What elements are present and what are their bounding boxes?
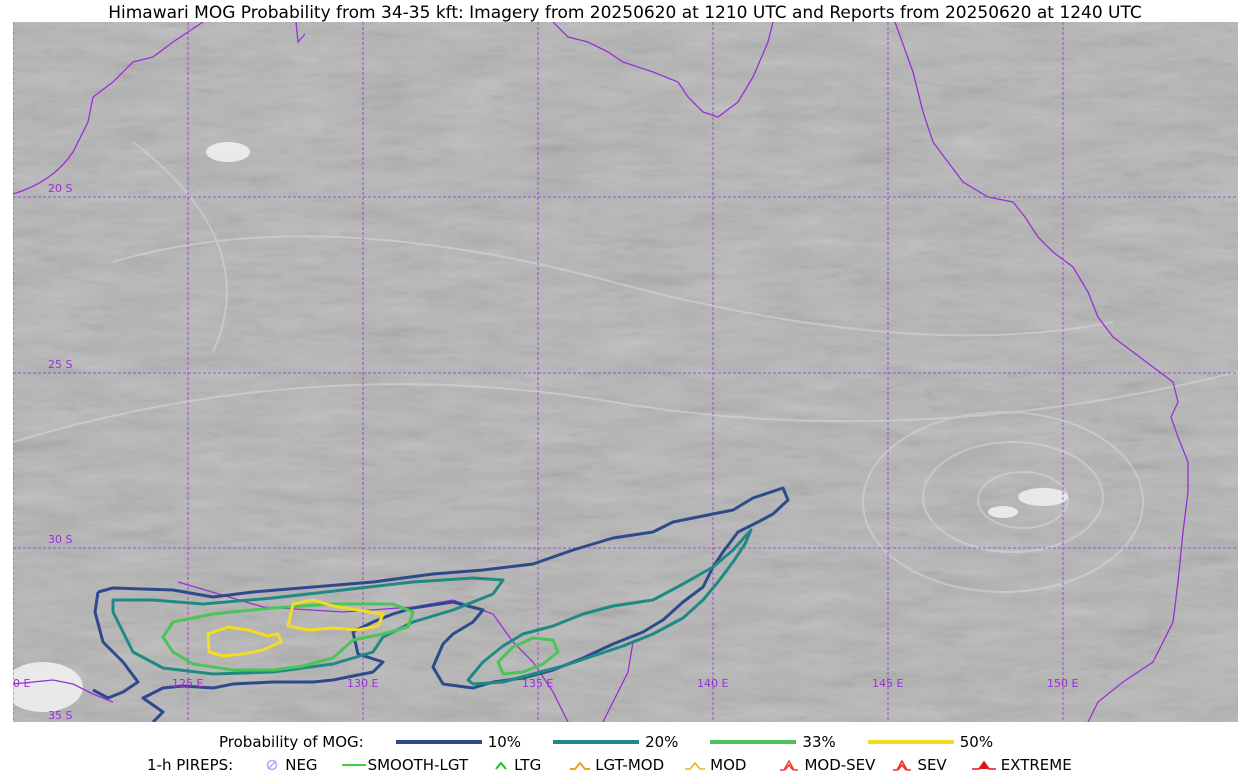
lon-label-135e: 135 E (522, 677, 554, 690)
neg-icon (266, 759, 278, 771)
lat-label-20s: 20 S (48, 182, 73, 195)
probability-legend: Probability of MOG: 10% 20% 33% 50% (219, 733, 993, 751)
lat-label-30s: 30 S (48, 533, 73, 546)
legend-label-10: 10% (487, 733, 522, 751)
legend-swatch-50 (867, 740, 954, 744)
legend-item-20: 20% (553, 733, 678, 751)
legend-item-50: 50% (867, 733, 994, 751)
probability-legend-title: Probability of MOG: (219, 733, 364, 751)
legend-label-33: 33% (802, 733, 836, 751)
contour-20-percent (111, 576, 505, 676)
lon-label-150e: 150 E (1047, 677, 1079, 690)
contour-33-percent (161, 602, 415, 672)
legend-item-lgt-mod: LGT-MOD (569, 756, 664, 774)
legend-item-ltg: LTG (492, 756, 541, 774)
satellite-map: 20 S 25 S 30 S 35 S 120 E 125 E 130 E 13… (13, 22, 1238, 722)
legend-item-33: 33% (710, 733, 836, 751)
graticule (13, 22, 1238, 722)
lon-label-145e: 145 E (872, 677, 904, 690)
contour-10-percent (92, 486, 790, 722)
pirep-legend: 1-h PIREPS: NEG SMOOTH-LGT LTG LGT-MOD M… (147, 756, 1072, 774)
legend-label-extreme: EXTREME (1000, 756, 1072, 774)
lgt-mod-chevron-icon (570, 761, 591, 770)
mog-contours (92, 486, 790, 722)
lon-label-130e: 130 E (347, 677, 379, 690)
contour-50-percent-north (286, 598, 385, 632)
legend-item-10: 10% (395, 733, 522, 751)
lat-label-25s: 25 S (48, 358, 73, 371)
legend-label-neg: NEG (285, 756, 318, 774)
legend-label-sev: SEV (917, 756, 947, 774)
bright-cloud-patches (13, 142, 1068, 712)
sev-chevron-icon (893, 759, 912, 771)
mod-chevron-icon (685, 761, 706, 770)
map-graphic (13, 22, 1238, 722)
legend-item-smooth-lgt: SMOOTH-LGT (341, 756, 469, 774)
mod-sev-chevron-icon (780, 759, 799, 771)
contour-33-percent-east (496, 636, 560, 676)
legend-item-neg: NEG (263, 756, 318, 774)
lon-label-140e: 140 E (697, 677, 729, 690)
extreme-chevron-icon (971, 760, 996, 770)
lat-label-35s: 35 S (48, 709, 73, 722)
legend-label-mod-sev: MOD-SEV (804, 756, 876, 774)
legend-swatch-20 (553, 740, 640, 744)
legend-label-mod: MOD (710, 756, 747, 774)
smooth-lgt-line-icon (341, 764, 366, 766)
legend-item-mod-sev: MOD-SEV (778, 756, 875, 774)
legend-label-50: 50% (959, 733, 994, 751)
legend-item-mod: MOD (684, 756, 746, 774)
legend-label-smooth-lgt: SMOOTH-LGT (367, 756, 469, 774)
cloud-swirls (13, 141, 1238, 593)
contour-50-percent (206, 625, 283, 658)
map-title: Himawari MOG Probability from 34-35 kft:… (108, 3, 1142, 23)
pirep-legend-title: 1-h PIREPS: (147, 756, 234, 774)
coastlines (13, 22, 1189, 722)
legend-swatch-33 (710, 740, 797, 744)
ltg-chevron-icon (495, 761, 507, 770)
legend-label-20: 20% (645, 733, 679, 751)
legend-swatch-10 (395, 740, 482, 744)
lon-label-125e: 125 E (172, 677, 204, 690)
legend-label-ltg: LTG (514, 756, 542, 774)
legend-item-sev: SEV (891, 756, 947, 774)
contour-20-percent-east (466, 528, 753, 686)
legend-item-extreme: EXTREME (971, 756, 1072, 774)
legend-label-lgt-mod: LGT-MOD (595, 756, 665, 774)
lon-label-120e: 120 E (13, 677, 31, 690)
